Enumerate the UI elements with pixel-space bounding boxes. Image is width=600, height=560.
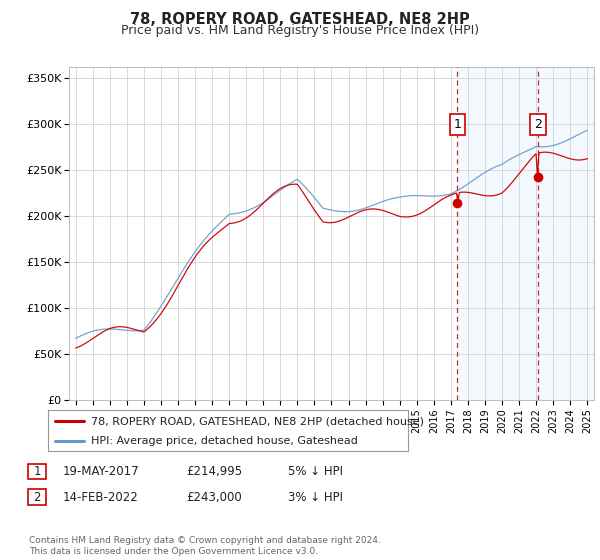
Text: £214,995: £214,995 xyxy=(186,465,242,478)
Text: 5% ↓ HPI: 5% ↓ HPI xyxy=(288,465,343,478)
Text: 3% ↓ HPI: 3% ↓ HPI xyxy=(288,491,343,504)
Text: 1: 1 xyxy=(454,118,461,131)
Text: 78, ROPERY ROAD, GATESHEAD, NE8 2HP: 78, ROPERY ROAD, GATESHEAD, NE8 2HP xyxy=(130,12,470,27)
Text: 1: 1 xyxy=(34,465,41,478)
Text: 78, ROPERY ROAD, GATESHEAD, NE8 2HP (detached house): 78, ROPERY ROAD, GATESHEAD, NE8 2HP (det… xyxy=(91,417,424,426)
Text: Price paid vs. HM Land Registry's House Price Index (HPI): Price paid vs. HM Land Registry's House … xyxy=(121,24,479,37)
Text: 2: 2 xyxy=(534,118,542,131)
Text: 19-MAY-2017: 19-MAY-2017 xyxy=(63,465,140,478)
Text: HPI: Average price, detached house, Gateshead: HPI: Average price, detached house, Gate… xyxy=(91,436,358,446)
Bar xyxy=(538,67,594,400)
Text: 14-FEB-2022: 14-FEB-2022 xyxy=(63,491,139,504)
Text: 2: 2 xyxy=(34,491,41,504)
Text: Contains HM Land Registry data © Crown copyright and database right 2024.
This d: Contains HM Land Registry data © Crown c… xyxy=(29,536,380,556)
Bar xyxy=(457,67,538,400)
Text: £243,000: £243,000 xyxy=(186,491,242,504)
